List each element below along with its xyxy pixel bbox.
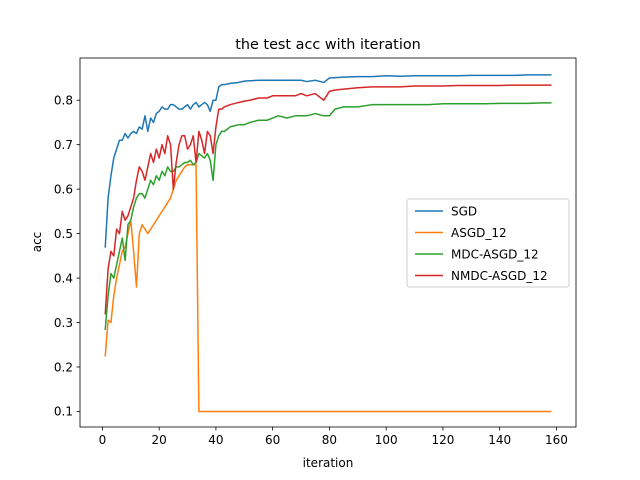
- x-tick-label: 60: [265, 433, 280, 447]
- x-tick-label: 120: [431, 433, 454, 447]
- y-tick-label: 0.5: [54, 227, 73, 241]
- series-line-0: [104, 74, 552, 248]
- plot-lines: [104, 74, 552, 413]
- x-tick-label: 140: [488, 433, 511, 447]
- legend-label-0: SGD: [451, 204, 477, 218]
- y-tick-label: 0.4: [54, 271, 73, 285]
- legend-label-1: ASGD_12: [451, 226, 507, 240]
- series-line-2: [104, 102, 552, 331]
- y-axis-label: acc: [30, 232, 44, 253]
- y-tick-label: 0.3: [54, 316, 73, 330]
- legend-box: [406, 198, 570, 288]
- y-tick-label: 0.7: [54, 138, 73, 152]
- x-tick-label: 160: [545, 433, 568, 447]
- legend-label-2: MDC-ASGD_12: [451, 247, 539, 261]
- x-axis-label: iteration: [303, 456, 354, 470]
- legend-label-3: NMDC-ASGD_12: [451, 269, 548, 283]
- series-line-1: [104, 163, 552, 413]
- series-line-3: [104, 84, 552, 315]
- x-tick-label: 40: [208, 433, 223, 447]
- axes: 0 20 40 60 80 100 120 140 160 0.1 0.2 0.3 0.4 0.5 0.6 0…: [54, 57, 577, 447]
- legend: SGD ASGD_12 MDC-ASGD_12 NMDC-ASGD_12: [406, 198, 570, 288]
- x-tick-label: 100: [375, 433, 398, 447]
- x-tick-label: 80: [322, 433, 337, 447]
- chart-title: the test acc with iteration: [235, 37, 421, 53]
- x-tick-label: 0: [99, 433, 107, 447]
- y-tick-label: 0.6: [54, 182, 73, 196]
- y-tick-label: 0.1: [54, 405, 73, 419]
- x-tick-label: 20: [152, 433, 167, 447]
- y-tick-label: 0.8: [54, 94, 73, 108]
- y-tick-label: 0.2: [54, 360, 73, 374]
- plot-frame: [79, 57, 577, 428]
